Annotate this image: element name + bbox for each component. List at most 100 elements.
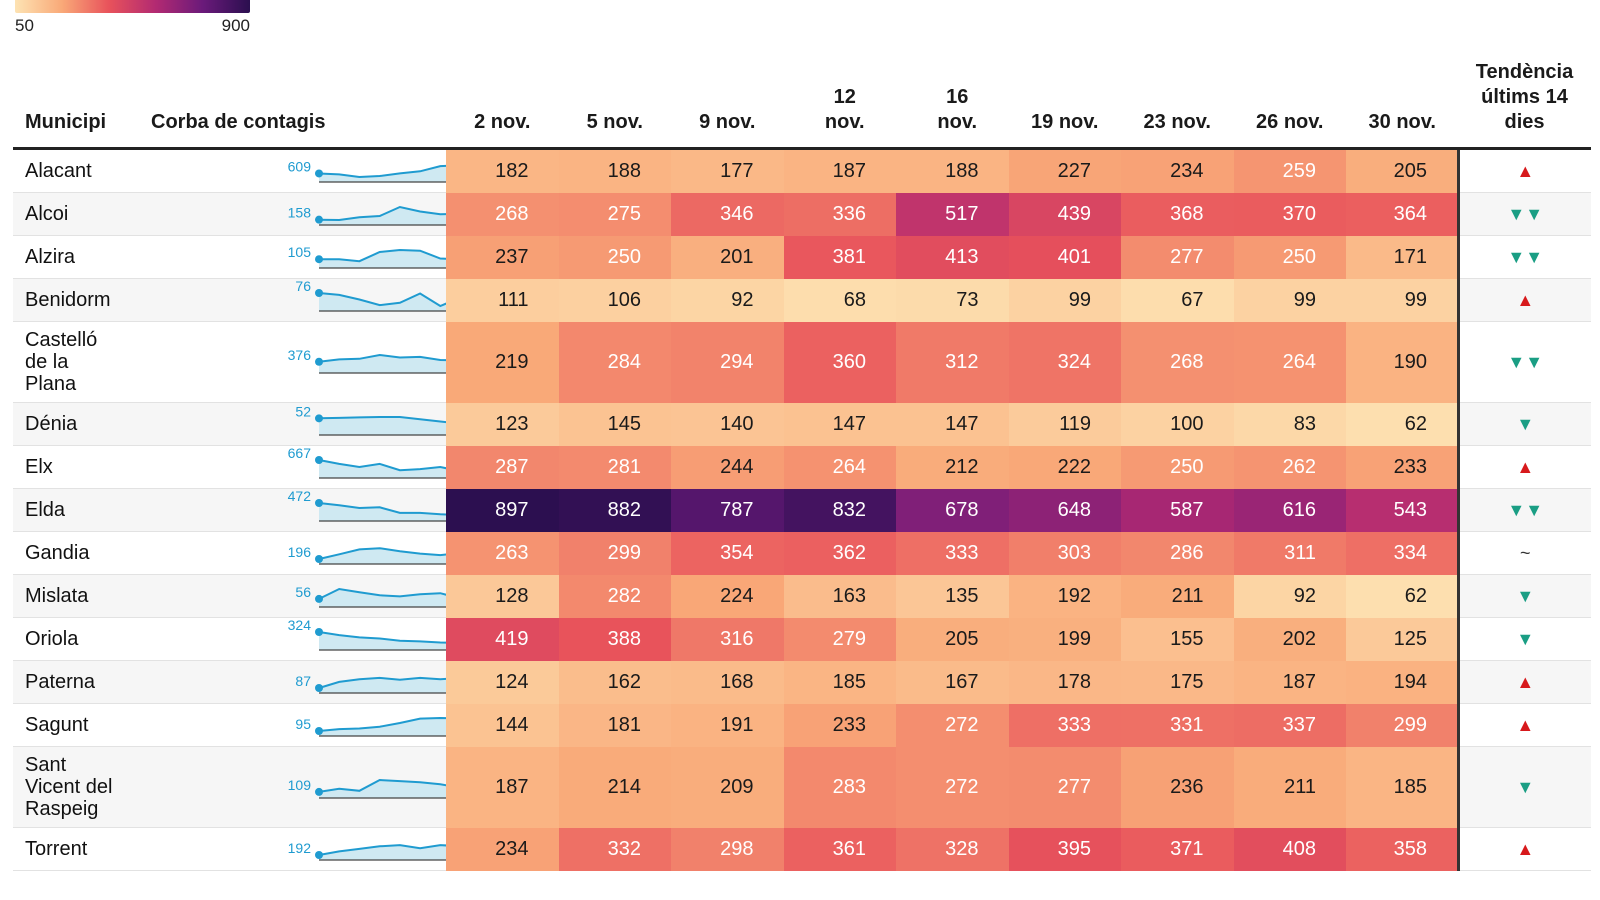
value-cell: 395 (1008, 827, 1121, 871)
contagion-curve: 472286 (141, 488, 446, 532)
table-row: Alacant609689182188177187188227234259205… (13, 148, 1591, 193)
municipality-name: Alzira (13, 235, 141, 279)
value-cell: 381 (783, 235, 896, 279)
sparkline-area (319, 207, 446, 225)
header-curve: Corba de contagis (141, 60, 446, 150)
value-cell: 201 (671, 235, 784, 279)
sparkline: 472286 (288, 489, 446, 522)
legend-min-label: 50 (15, 16, 34, 35)
sparkline: 10576 (288, 244, 446, 269)
value-cell: 171 (1346, 235, 1460, 279)
value-cell: 178 (1008, 660, 1121, 704)
table-row: Oriola 32497419388316279205199155202125 ▼ (13, 617, 1591, 661)
value-cell: 263 (446, 531, 559, 575)
value-cell: 111 (446, 278, 559, 322)
value-cell: 517 (896, 192, 1009, 236)
sparkline-area (319, 293, 446, 311)
sparkline-start-point (315, 684, 323, 692)
table-row: Dénia52261231451401471471191008362▼ (13, 402, 1591, 446)
value-cell: 234 (1121, 148, 1234, 193)
sparkline-area (319, 250, 446, 268)
color-scale-bar (15, 0, 250, 13)
sparkline-line (318, 547, 446, 560)
trend-indicator: ▲ (1458, 660, 1591, 704)
value-cell: 587 (1121, 488, 1234, 532)
trend-indicator: ▼ (1458, 746, 1591, 828)
value-cell: 250 (558, 235, 671, 279)
value-cell: 219 (446, 321, 559, 403)
sparkline-line (318, 353, 446, 363)
value-cell: 62 (1346, 574, 1460, 618)
trend-down-icon: ▼ (1516, 628, 1535, 649)
contagion-curve: 158215 (141, 192, 446, 236)
value-cell: 224 (671, 574, 784, 618)
value-cell: 358 (1346, 827, 1460, 871)
table-row: Gandia 196249263299354362333303286311334 ~ (13, 531, 1591, 575)
sparkline: 667543 (288, 446, 446, 479)
value-cell: 145 (558, 402, 671, 446)
value-cell: 361 (783, 827, 896, 871)
value-cell: 211 (1233, 746, 1346, 828)
value-cell: 167 (896, 660, 1009, 704)
trend-down-icon: ▼▼ (1507, 203, 1544, 224)
value-cell: 222 (1008, 445, 1121, 489)
sparkline: 376326 (288, 347, 446, 374)
trend-indicator: ▼▼ (1458, 488, 1591, 532)
trend-down-icon: ▼▼ (1507, 351, 1544, 372)
sparkline: 7668 (295, 279, 446, 312)
value-cell: 294 (671, 321, 784, 403)
value-cell: 287 (446, 445, 559, 489)
value-cell: 182 (446, 148, 559, 193)
sparkline-start-label: 192 (288, 840, 312, 856)
trend-down-icon: ▼▼ (1507, 246, 1544, 267)
contagion-curve: 5226 (141, 402, 446, 446)
trend-down-icon: ▼ (1516, 413, 1535, 434)
sparkline: 196249 (288, 544, 446, 565)
sparkline-start-point (315, 357, 323, 366)
value-cell: 185 (1346, 746, 1460, 828)
value-cell: 303 (1008, 531, 1121, 575)
value-cell: 162 (558, 660, 671, 704)
value-cell: 283 (783, 746, 896, 828)
sparkline-start-point (315, 499, 323, 507)
value-cell: 439 (1008, 192, 1121, 236)
value-cell: 316 (671, 617, 784, 661)
value-cell: 419 (446, 617, 559, 661)
value-cell: 268 (446, 192, 559, 236)
value-cell: 272 (896, 703, 1009, 747)
sparkline-line (318, 631, 446, 644)
value-cell: 299 (558, 531, 671, 575)
sparkline-line (318, 778, 446, 793)
value-cell: 370 (1233, 192, 1346, 236)
table-row: Elx 667543287281244264212222250262233 ▲ (13, 445, 1591, 489)
value-cell: 147 (896, 402, 1009, 446)
sparkline-start-label: 472 (288, 489, 312, 504)
sparkline: 109108 (288, 777, 446, 799)
trend-indicator: ▼ (1458, 574, 1591, 618)
sparkline-line (318, 292, 446, 308)
value-cell: 262 (1233, 445, 1346, 489)
sparkline-start-label: 56 (295, 584, 311, 600)
value-cell: 188 (558, 148, 671, 193)
legend-max-label: 900 (221, 16, 250, 35)
value-cell: 92 (1233, 574, 1346, 618)
sparkline: 5627 (295, 584, 446, 608)
trend-indicator: ▼▼ (1458, 192, 1591, 236)
sparkline: 609689 (288, 158, 446, 183)
header-date: 26 nov. (1233, 60, 1346, 150)
header-date: 19 nov. (1008, 60, 1121, 150)
trend-indicator: ▲ (1458, 445, 1591, 489)
sparkline-start-label: 109 (288, 777, 312, 793)
sparkline-start-point (315, 215, 323, 224)
value-cell: 140 (671, 402, 784, 446)
value-cell: 199 (1008, 617, 1121, 661)
contagion-curve: 192294 (141, 827, 446, 871)
trend-indicator: ▼▼ (1458, 235, 1591, 279)
trend-down-icon: ▼ (1516, 585, 1535, 606)
sparkline-line (318, 459, 446, 472)
value-cell: 73 (896, 278, 1009, 322)
sparkline-start-point (315, 851, 323, 859)
sparkline-line (318, 164, 446, 179)
value-cell: 346 (671, 192, 784, 236)
contagion-curve: 196249 (141, 531, 446, 575)
